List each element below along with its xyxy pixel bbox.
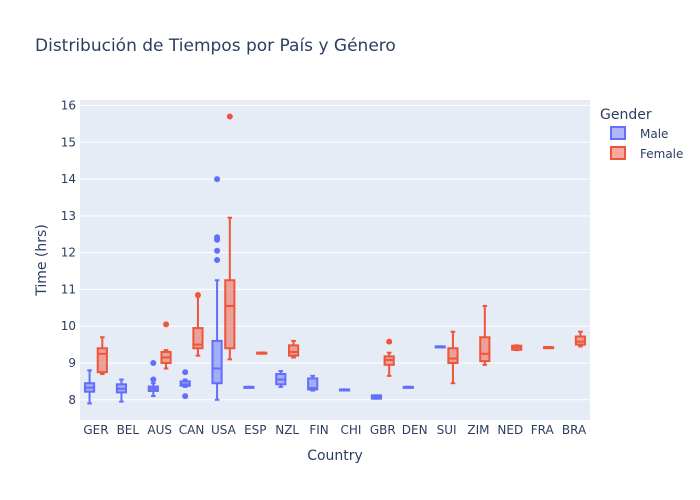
box-iqr	[287, 344, 300, 357]
outlier-point	[150, 359, 157, 366]
y-tick-label: 9	[68, 356, 76, 370]
legend[interactable]: Gender Male Female	[600, 107, 683, 161]
box-female-ned	[511, 344, 523, 352]
chart-title: Distribución de Tiempos por País y Géner…	[35, 36, 396, 56]
box-iqr	[574, 335, 587, 346]
box-male-usa	[211, 176, 223, 401]
outlier-point	[214, 176, 221, 183]
y-axis-ticks: 8 9 10 11 12 13 14 15 16	[61, 99, 76, 407]
legend-label: Female	[640, 147, 683, 161]
legend-swatch	[610, 146, 626, 160]
x-tick-label: NED	[497, 423, 523, 437]
y-tick-label: 8	[68, 393, 76, 407]
x-tick-label: CHI	[340, 423, 361, 437]
y-tick-label: 16	[61, 99, 76, 113]
box-female-can	[192, 291, 204, 357]
box-iqr	[211, 339, 223, 385]
x-tick-label: ZIM	[467, 423, 489, 437]
outlier-point	[182, 393, 189, 400]
box-female-usa	[224, 113, 236, 361]
legend-label: Male	[640, 127, 668, 141]
y-tick-label: 11	[61, 282, 76, 296]
legend-item-male[interactable]: Male	[610, 126, 668, 141]
box-iqr	[307, 377, 319, 391]
legend-item-female[interactable]: Female	[610, 146, 683, 161]
box-male-can	[179, 369, 191, 400]
box-female-bra	[574, 330, 587, 348]
outlier-point	[194, 291, 201, 298]
box-female-ger	[96, 336, 108, 376]
x-axis-ticks: GER BEL AUS CAN USA ESP NZL FIN CHI GBR DEN SUI ZIM N…	[83, 423, 587, 437]
box-male-sui	[434, 345, 446, 349]
plot-background	[80, 100, 590, 420]
box-iqr	[224, 279, 236, 350]
x-tick-label: BEL	[117, 423, 140, 437]
outlier-point	[386, 338, 393, 345]
box-female-fra	[542, 346, 555, 350]
legend-swatch	[610, 126, 626, 140]
box-male-chi	[338, 388, 351, 392]
box-female-aus	[160, 321, 172, 370]
box-male-nzl	[275, 370, 287, 388]
box-male-bel	[115, 378, 128, 403]
box-iqr	[479, 336, 491, 363]
box-male-fin	[307, 374, 319, 392]
box-iqr	[96, 347, 108, 374]
x-tick-label: CAN	[179, 423, 205, 437]
y-tick-label: 13	[61, 209, 76, 223]
outlier-point	[214, 257, 221, 263]
box-series	[83, 113, 587, 405]
x-tick-label: AUS	[147, 423, 172, 437]
outlier-point	[150, 376, 157, 383]
box-female-nzl	[287, 339, 300, 359]
x-tick-label: ESP	[244, 423, 266, 437]
box-male-ger	[83, 369, 96, 405]
y-tick-label: 15	[61, 135, 76, 149]
outlier-point	[214, 234, 221, 241]
legend-title: Gender	[600, 107, 652, 123]
x-tick-label: USA	[211, 423, 237, 437]
x-tick-label: NZL	[275, 423, 299, 437]
box-iqr	[447, 347, 459, 364]
box-female-sui	[447, 330, 459, 385]
box-female-gbr	[383, 338, 395, 377]
box-male-gbr	[370, 394, 383, 400]
x-tick-label: SUI	[437, 423, 457, 437]
outlier-point	[214, 247, 221, 254]
y-tick-label: 14	[61, 172, 76, 186]
box-female-zim	[479, 304, 491, 366]
x-tick-label: FRA	[531, 423, 555, 437]
x-tick-label: GBR	[370, 423, 396, 437]
box-male-den	[402, 385, 414, 389]
outlier-point	[163, 321, 170, 328]
x-tick-label: BRA	[562, 423, 587, 437]
x-tick-label: GER	[83, 423, 108, 437]
y-axis-title: Time (hrs)	[34, 224, 50, 297]
x-tick-label: DEN	[402, 423, 428, 437]
series-female	[96, 113, 587, 385]
x-tick-label: FIN	[309, 423, 328, 437]
y-tick-label: 10	[61, 319, 76, 333]
box-female-esp	[256, 351, 268, 355]
box-male-esp	[243, 385, 255, 389]
outlier-point	[182, 369, 189, 376]
y-tick-label: 12	[61, 246, 76, 260]
box-male-aus	[147, 359, 159, 398]
x-axis-title: Country	[307, 448, 363, 464]
box-iqr	[192, 327, 204, 350]
outlier-point	[226, 113, 233, 120]
series-male	[83, 176, 446, 405]
